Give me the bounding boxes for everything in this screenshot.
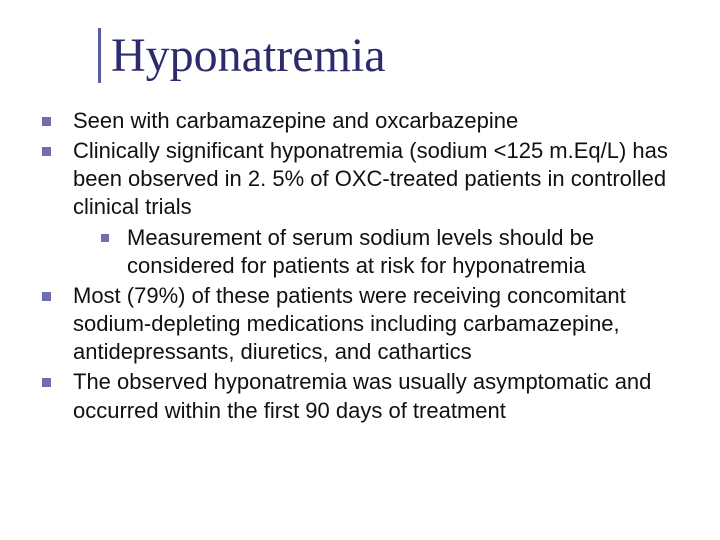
bullet-list: Seen with carbamazepine and oxcarbazepin…: [40, 107, 680, 425]
bullet-text: Most (79%) of these patients were receiv…: [73, 282, 680, 366]
bullet-text-wrap: The observed hyponatremia was usually as…: [73, 368, 680, 424]
bullet-item: Most (79%) of these patients were receiv…: [40, 282, 680, 366]
square-bullet-icon: [101, 234, 109, 242]
square-bullet-icon: [42, 378, 51, 387]
bullet-text: Seen with carbamazepine and oxcarbazepin…: [73, 107, 680, 135]
slide: Hyponatremia Seen with carbamazepine and…: [0, 0, 720, 540]
bullet-text-wrap: Most (79%) of these patients were receiv…: [73, 282, 680, 366]
square-bullet-icon: [42, 147, 51, 156]
bullet-text: The observed hyponatremia was usually as…: [73, 368, 680, 424]
sub-bullet-text: Measurement of serum sodium levels shoul…: [127, 224, 680, 280]
bullet-item: Clinically significant hyponatremia (sod…: [40, 137, 680, 280]
bullet-item: The observed hyponatremia was usually as…: [40, 368, 680, 424]
bullet-text: Clinically significant hyponatremia (sod…: [73, 137, 680, 221]
bullet-text-wrap: Seen with carbamazepine and oxcarbazepin…: [73, 107, 680, 135]
title-rule: Hyponatremia: [98, 28, 680, 83]
slide-title: Hyponatremia: [111, 28, 680, 83]
bullet-item: Seen with carbamazepine and oxcarbazepin…: [40, 107, 680, 135]
bullet-text-wrap: Clinically significant hyponatremia (sod…: [73, 137, 680, 280]
square-bullet-icon: [42, 292, 51, 301]
square-bullet-icon: [42, 117, 51, 126]
sub-bullet-item: Measurement of serum sodium levels shoul…: [73, 224, 680, 280]
sub-bullet-list: Measurement of serum sodium levels shoul…: [73, 224, 680, 280]
